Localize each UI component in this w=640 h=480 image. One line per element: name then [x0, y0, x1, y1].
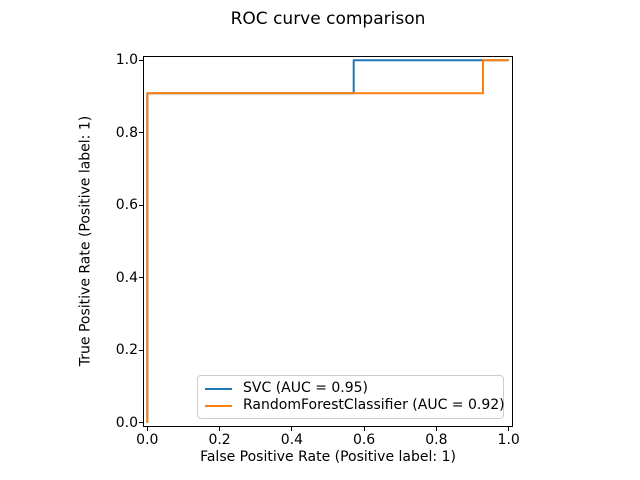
x-tick-label: 1.0: [497, 432, 520, 448]
x-tick-mark: [363, 427, 365, 431]
legend-items: SVC (AUC = 0.95) RandomForestClassifier (…: [205, 380, 505, 414]
legend-item-randomforestclassifier: RandomForestClassifier (AUC = 0.92): [205, 397, 505, 414]
roc-curve-randomforestclassifier: [146, 59, 509, 423]
x-axis-label: False Positive Rate (Positive label: 1): [200, 449, 456, 465]
plot-area: [143, 56, 513, 427]
x-tick-label: 0.6: [352, 432, 376, 448]
x-tick-mark: [508, 427, 510, 431]
y-axis-label: True Positive Rate (Positive label: 1): [77, 115, 94, 367]
x-tick-label: 0.4: [280, 432, 304, 448]
chart-title: ROC curve comparison: [230, 9, 426, 29]
x-tick-mark: [435, 427, 437, 431]
y-tick-mark: [139, 422, 143, 424]
legend-line-sample: [205, 387, 232, 390]
x-tick-label: 0.0: [136, 432, 159, 448]
y-tick-label: 0.8: [115, 124, 138, 141]
y-tick-mark: [139, 59, 143, 61]
y-tick-label: 0.2: [115, 342, 138, 359]
legend-item-svc: SVC (AUC = 0.95): [205, 380, 496, 397]
legend-label: SVC (AUC = 0.95): [243, 380, 369, 396]
y-tick-mark: [139, 204, 143, 206]
legend-line-sample: [205, 404, 232, 407]
y-tick-mark: [139, 132, 143, 134]
legend: SVC (AUC = 0.95) RandomForestClassifier (…: [197, 375, 505, 419]
x-tick-mark: [146, 427, 148, 431]
x-tick-label: 0.2: [208, 432, 231, 448]
roc-curve-svc: [146, 59, 509, 423]
x-tick-mark: [219, 427, 221, 431]
y-tick-mark: [139, 349, 143, 351]
y-tick-label: 1.0: [115, 52, 138, 69]
y-tick-mark: [139, 277, 143, 279]
y-tick-label: 0.4: [115, 269, 138, 286]
y-tick-label: 0.6: [115, 197, 138, 214]
x-tick-mark: [291, 427, 293, 431]
x-tick-label: 0.8: [425, 432, 448, 448]
legend-label: RandomForestClassifier (AUC = 0.92): [243, 397, 505, 413]
y-tick-label: 0.0: [115, 414, 138, 431]
